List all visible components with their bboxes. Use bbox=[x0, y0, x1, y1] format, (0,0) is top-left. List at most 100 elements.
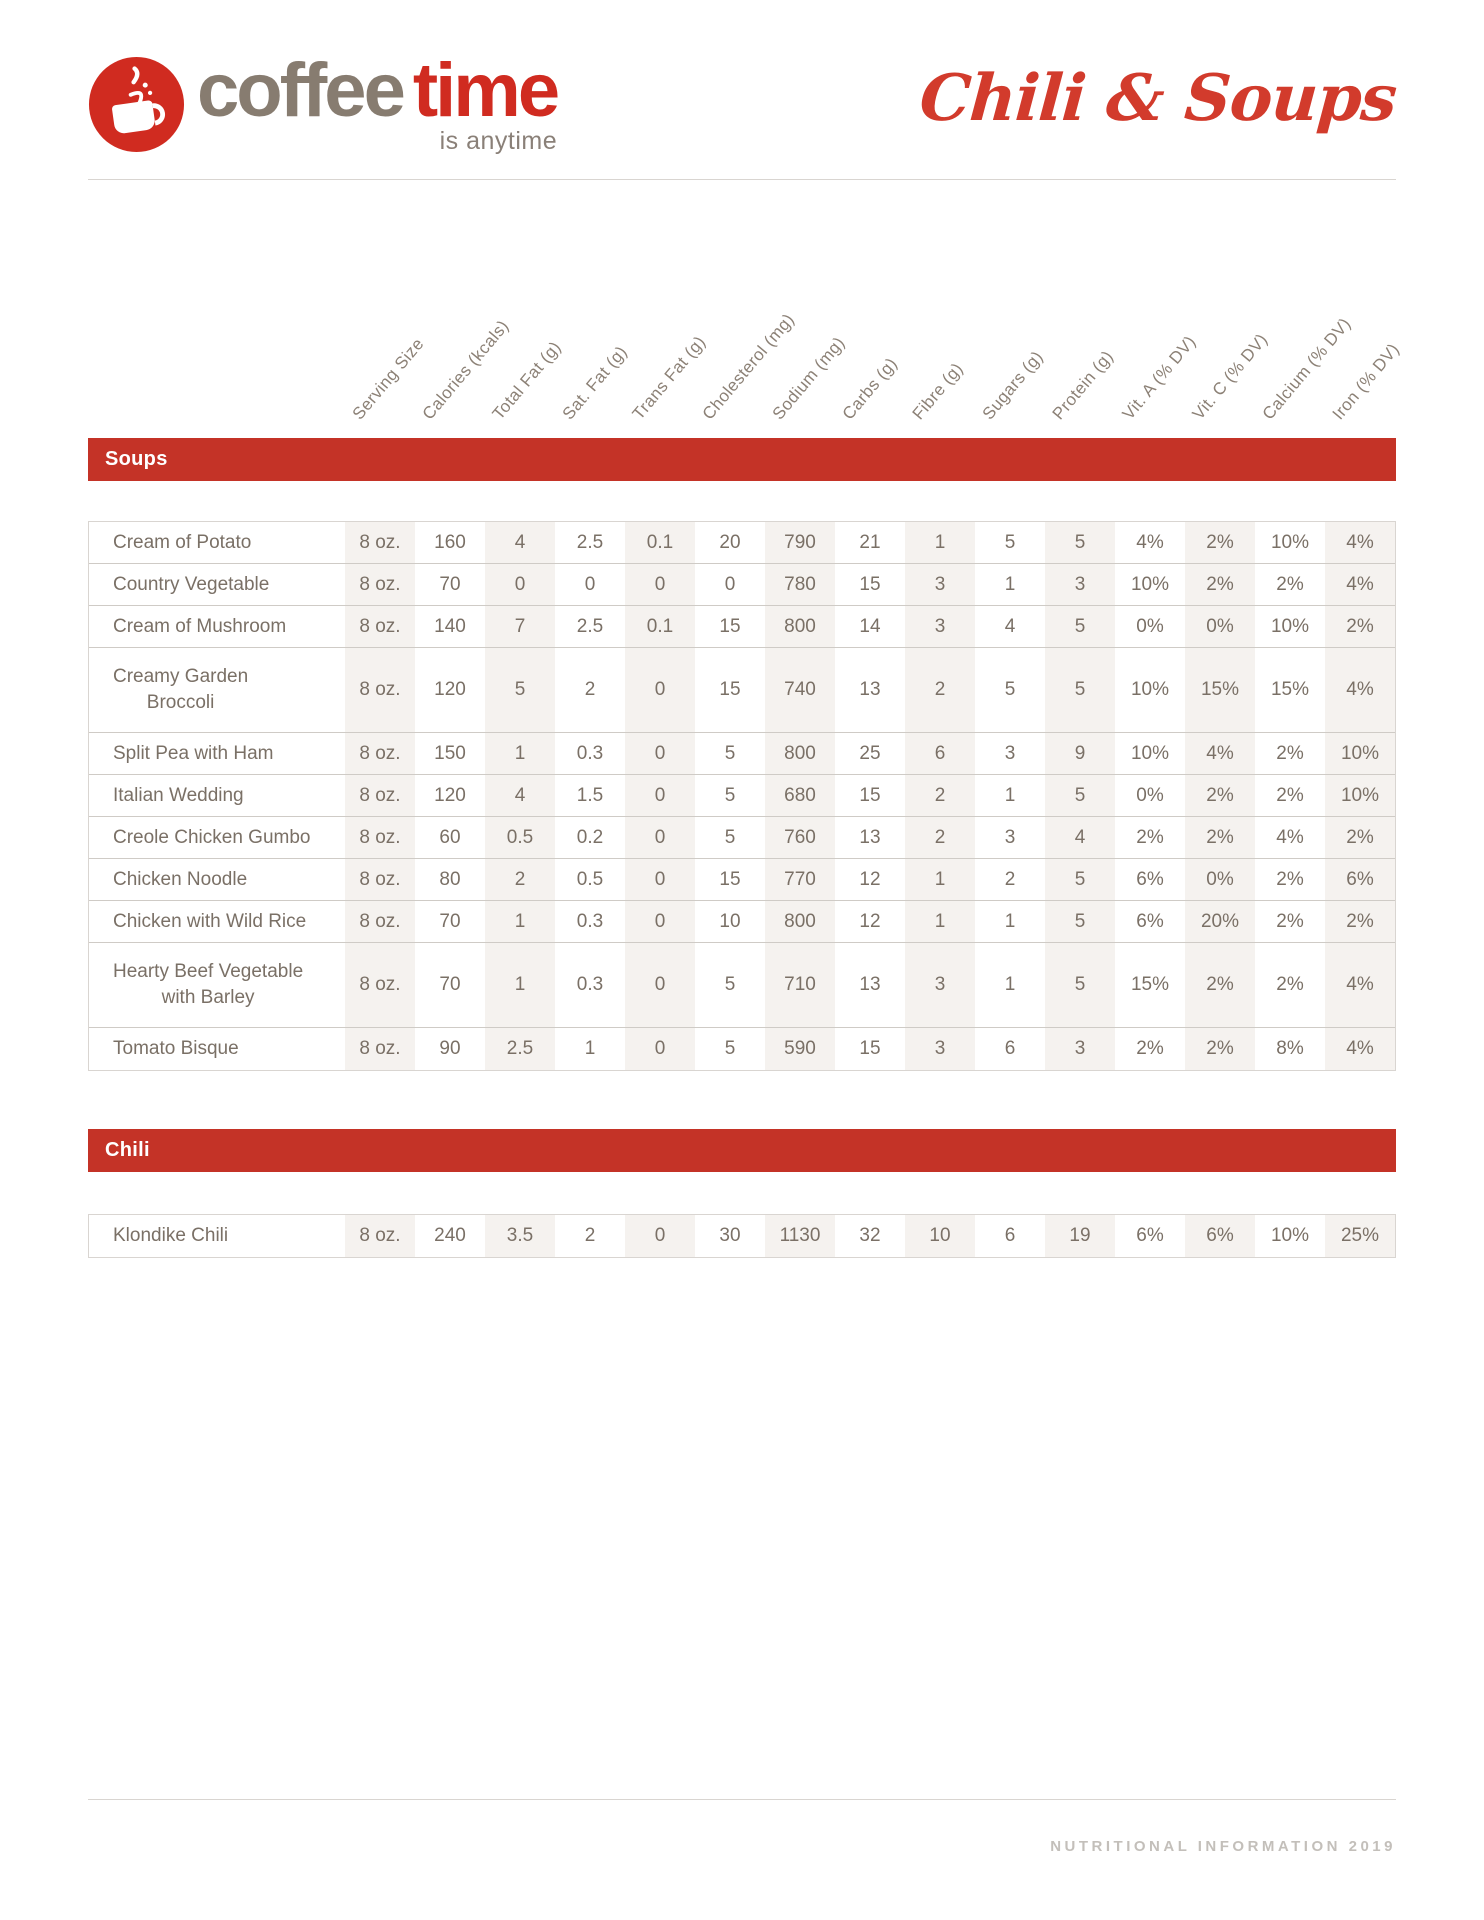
value-cell: 8 oz. bbox=[345, 733, 415, 774]
value-cell: 1130 bbox=[765, 1215, 835, 1257]
column-header: Carbs (g) bbox=[838, 354, 902, 424]
value-cell: 5 bbox=[724, 826, 736, 848]
item-name: Chicken Noodle bbox=[113, 868, 248, 890]
item-name: Italian Wedding bbox=[113, 784, 244, 806]
value-cell: 10% bbox=[1130, 573, 1170, 595]
value-cell: 0 bbox=[625, 1215, 695, 1257]
value-cell: 0 bbox=[625, 901, 695, 942]
value-cell: 6% bbox=[1136, 868, 1164, 890]
value-cell: 780 bbox=[765, 564, 835, 605]
value-cell: 0.1 bbox=[625, 522, 695, 563]
value-cell: 740 bbox=[765, 648, 835, 732]
value-cell: 0% bbox=[1136, 615, 1164, 637]
value-cell: 2% bbox=[1276, 573, 1304, 595]
value-cell: 4% bbox=[1136, 531, 1164, 553]
value-cell: 140 bbox=[434, 615, 466, 637]
footer-divider bbox=[88, 1799, 1396, 1800]
value-cell: 150 bbox=[434, 742, 466, 764]
value-cell: 5 bbox=[1045, 859, 1115, 900]
section-header-chili: Chili bbox=[88, 1129, 1396, 1172]
value-cell: 710 bbox=[765, 943, 835, 1027]
value-cell: 20 bbox=[719, 531, 741, 553]
value-cell: 4 bbox=[1045, 817, 1115, 858]
item-name: Creole Chicken Gumbo bbox=[113, 826, 311, 848]
value-cell: 4% bbox=[1325, 1028, 1395, 1070]
value-cell: 5 bbox=[1004, 531, 1016, 553]
value-cell: 2% bbox=[1185, 775, 1255, 816]
value-cell: 2% bbox=[1276, 868, 1304, 890]
table-row: Cream of Potato 8 oz. 160 4 2.5 0.1 20 790 21 1 5 5… bbox=[89, 522, 1395, 564]
value-cell: 0.5 bbox=[485, 817, 555, 858]
table-row: Creole Chicken Gumbo 8 oz. 60 0.5 0.2 0 5 760 13… bbox=[89, 817, 1395, 859]
brand-word-time: time bbox=[412, 48, 560, 133]
row-name-cell: Cream of Potato bbox=[89, 522, 345, 563]
value-cell: 2% bbox=[1325, 817, 1395, 858]
value-cell: 0% bbox=[1185, 859, 1255, 900]
value-cell: 0% bbox=[1185, 606, 1255, 647]
value-cell: 2% bbox=[1276, 910, 1304, 932]
row-name-cell: Klondike Chili bbox=[89, 1215, 345, 1257]
value-cell: 10% bbox=[1270, 531, 1310, 553]
column-header: Iron (% DV) bbox=[1328, 339, 1404, 424]
value-cell: 8 oz. bbox=[345, 817, 415, 858]
value-cell: 15 bbox=[719, 615, 741, 637]
value-cell: 0.5 bbox=[576, 868, 604, 890]
row-name-cell: Country Vegetable bbox=[89, 564, 345, 605]
value-cell: 8 oz. bbox=[345, 901, 415, 942]
value-cell: 10% bbox=[1325, 775, 1395, 816]
value-cell: 15 bbox=[719, 679, 741, 700]
value-cell: 5 bbox=[724, 1038, 736, 1059]
value-cell: 800 bbox=[765, 901, 835, 942]
value-cell: 2 bbox=[905, 775, 975, 816]
value-cell: 0 bbox=[625, 817, 695, 858]
value-cell: 0 bbox=[625, 859, 695, 900]
value-cell: 8% bbox=[1276, 1038, 1304, 1059]
value-cell: 4% bbox=[1276, 826, 1304, 848]
value-cell: 70 bbox=[439, 974, 461, 995]
value-cell: 13 bbox=[859, 974, 881, 995]
value-cell: 3 bbox=[1004, 742, 1016, 764]
value-cell: 3 bbox=[905, 606, 975, 647]
value-cell: 2 bbox=[584, 679, 596, 700]
table-row: Chicken Noodle 8 oz. 80 2 0.5 0 15 770 12 1 2 5 6% 0%… bbox=[89, 859, 1395, 901]
value-cell: 8 oz. bbox=[345, 648, 415, 732]
value-cell: 590 bbox=[765, 1028, 835, 1070]
row-name-cell: Chicken with Wild Rice bbox=[89, 901, 345, 942]
value-cell: 2% bbox=[1276, 974, 1304, 995]
row-name-cell: Split Pea with Ham bbox=[89, 733, 345, 774]
table-row: Italian Wedding 8 oz. 120 4 1.5 0 5 680 15 2 1 5 0% 2… bbox=[89, 775, 1395, 817]
item-name: Cream of Mushroom bbox=[113, 615, 287, 637]
table-row: Cream of Mushroom 8 oz. 140 7 2.5 0.1 15 800 14 3… bbox=[89, 606, 1395, 648]
value-cell: 3 bbox=[1045, 1028, 1115, 1070]
value-cell: 80 bbox=[439, 868, 461, 890]
value-cell: 3 bbox=[1004, 826, 1016, 848]
value-cell: 800 bbox=[765, 606, 835, 647]
value-cell: 4% bbox=[1185, 733, 1255, 774]
value-cell: 2% bbox=[1276, 742, 1304, 764]
page-header: coffee time is anytime Chili & Soups bbox=[88, 53, 1399, 165]
value-cell: 120 bbox=[434, 679, 466, 700]
value-cell: 4% bbox=[1325, 943, 1395, 1027]
section-title: Chili bbox=[105, 1139, 150, 1161]
column-header: Protein (g) bbox=[1048, 346, 1118, 424]
value-cell: 30 bbox=[719, 1225, 741, 1246]
value-cell: 10% bbox=[1325, 733, 1395, 774]
item-name: Klondike Chili bbox=[113, 1225, 229, 1247]
value-cell: 15% bbox=[1130, 974, 1170, 995]
value-cell: 4% bbox=[1325, 522, 1395, 563]
column-header: Sodium (mg) bbox=[768, 333, 849, 424]
value-cell: 2% bbox=[1185, 564, 1255, 605]
table-row: Split Pea with Ham 8 oz. 150 1 0.3 0 5 800 25 6 3 9… bbox=[89, 733, 1395, 775]
column-header: Total Fat (g) bbox=[488, 337, 565, 424]
value-cell: 15 bbox=[719, 868, 741, 890]
value-cell: 1 bbox=[905, 522, 975, 563]
value-cell: 70 bbox=[439, 573, 461, 595]
value-cell: 0 bbox=[625, 1028, 695, 1070]
value-cell: 7 bbox=[485, 606, 555, 647]
value-cell: 0 bbox=[485, 564, 555, 605]
value-cell: 0 bbox=[625, 775, 695, 816]
value-cell: 0.3 bbox=[576, 910, 604, 932]
soups-table: Cream of Potato 8 oz. 160 4 2.5 0.1 20 790 21 1 5 5… bbox=[88, 521, 1396, 1071]
value-cell: 4% bbox=[1325, 564, 1395, 605]
brand-tagline: is anytime bbox=[439, 127, 558, 156]
